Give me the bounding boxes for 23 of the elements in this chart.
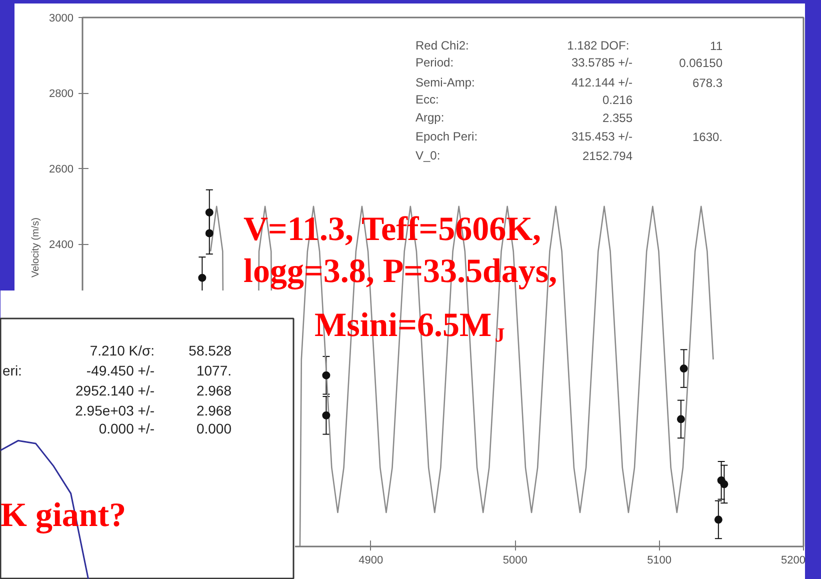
text: Ecc: 0.216 — [416, 92, 632, 107]
text: Epoch Peri: 315.453 +/- 1630. — [416, 130, 722, 144]
y-tick-label: 2800 — [49, 88, 74, 100]
text: eri: -49.450 +/- 1077. — [2, 362, 232, 378]
x-tick-label: 4900 — [358, 554, 384, 566]
text: 2952.140 +/- 2.968 — [75, 382, 232, 398]
text: Argp: 2.355 — [416, 110, 632, 125]
y-axis-title: Velocity (m/s) — [30, 217, 42, 278]
text: 7.210 K/σ: 58.528 — [90, 342, 232, 358]
text: Red Chi2: 1.182 DOF: 11 — [416, 38, 723, 53]
annotation: logg=3.8, P=33.5days, — [244, 253, 558, 290]
y-tick-label: 2400 — [49, 239, 74, 252]
x-tick-label: 5200 — [781, 554, 806, 566]
x-tick-label: 5100 — [647, 554, 672, 566]
text: 0.000 +/- 0.000 — [98, 420, 232, 436]
x-tick-label: 5000 — [502, 554, 528, 566]
text: 2.95e+03 +/- 2.968 — [75, 402, 232, 418]
text: Semi-Amp: 412.144 +/- 678.3 — [416, 76, 722, 90]
text: V_0: 2152.794 — [416, 148, 633, 163]
y-tick-label: 3000 — [49, 12, 74, 24]
text: Period: 33.5785 +/- 0.06150 — [416, 56, 723, 70]
y-tick-label: 2600 — [49, 164, 74, 176]
annotation: V=11.3, Teff=5606K, — [244, 211, 542, 248]
